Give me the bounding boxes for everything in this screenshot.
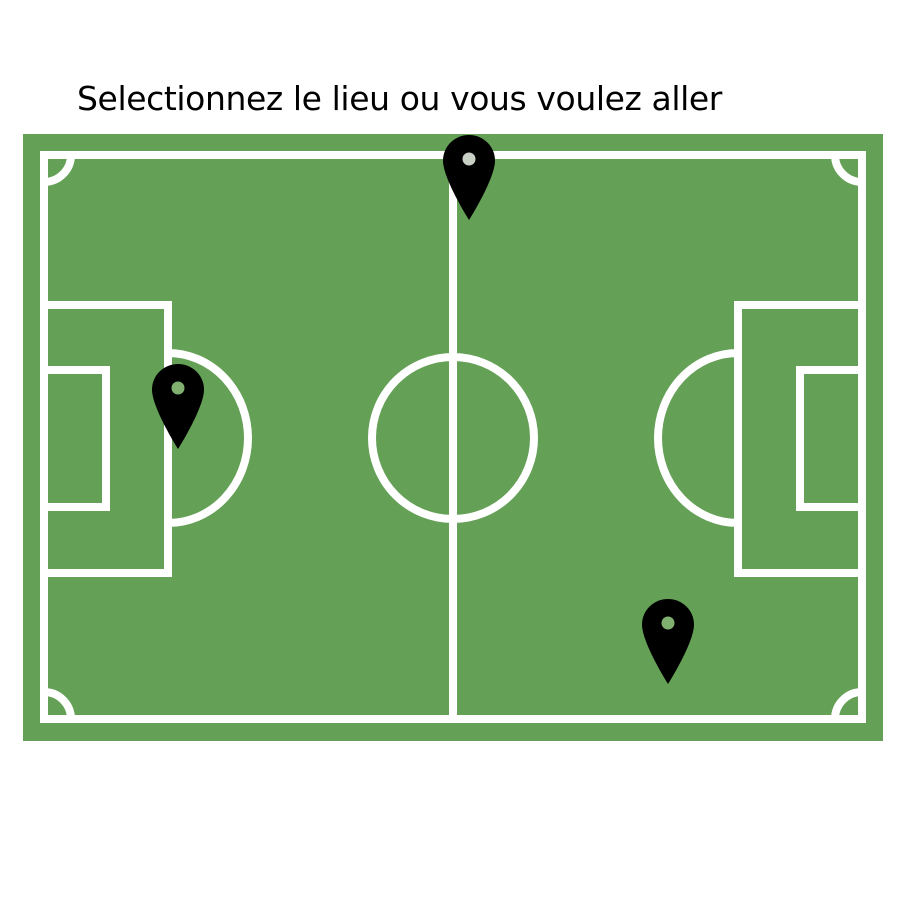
center-circle	[368, 353, 538, 523]
map-pin-icon	[443, 135, 495, 220]
right-goal-area	[796, 366, 866, 511]
corner-arc-top-right	[831, 154, 863, 186]
location-pin-top[interactable]	[443, 135, 495, 220]
map-pin-icon	[152, 364, 204, 449]
left-goal-area	[40, 366, 110, 511]
location-pin-right[interactable]	[642, 599, 694, 684]
corner-arc-bottom-right	[831, 688, 863, 720]
corner-arc-bottom-left	[43, 688, 75, 720]
right-penalty-arc	[654, 349, 739, 527]
page-title: Selectionnez le lieu ou vous voulez alle…	[77, 79, 722, 118]
map-pin-icon	[642, 599, 694, 684]
location-pin-left[interactable]	[152, 364, 204, 449]
corner-arc-top-left	[43, 154, 75, 186]
soccer-field[interactable]	[23, 134, 883, 741]
left-penalty-arc	[167, 349, 252, 527]
soccer-field-drawing	[23, 134, 883, 741]
